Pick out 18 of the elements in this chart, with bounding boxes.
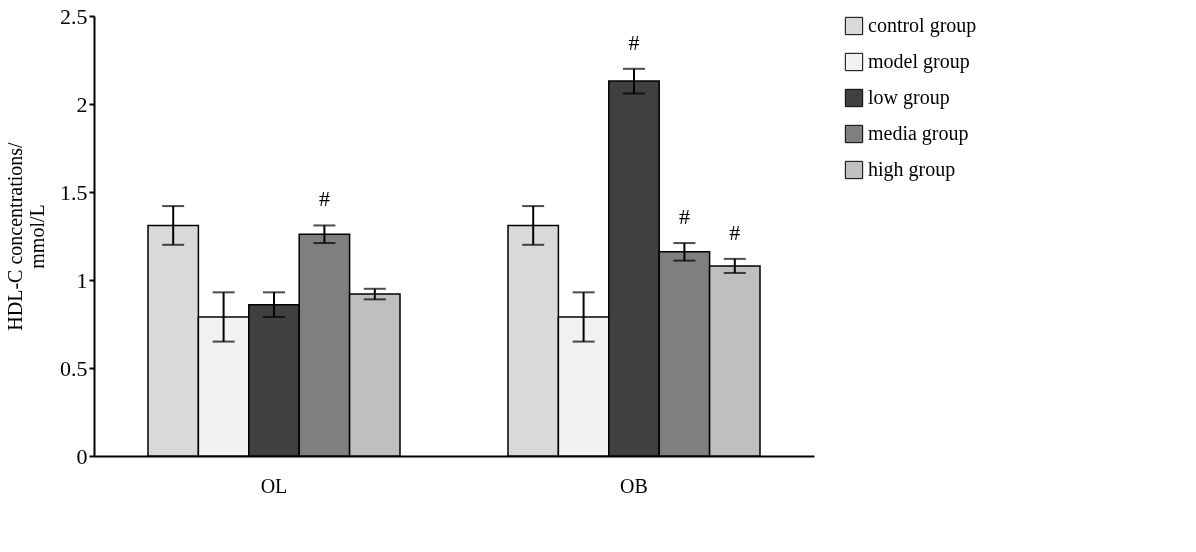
x-tick-label: OB bbox=[620, 474, 648, 497]
data-label: # bbox=[678, 204, 690, 230]
y-tick-label: 0.5 bbox=[60, 355, 88, 381]
y-axis-title: HDL-C concentrations/ mmol/L bbox=[4, 141, 48, 331]
legend-label: high group bbox=[868, 158, 956, 181]
x-tick-label: OL bbox=[260, 474, 288, 497]
y-tick-label: 1 bbox=[76, 267, 88, 293]
legend-label: low group bbox=[868, 86, 950, 109]
legend-label: model group bbox=[868, 50, 970, 73]
data-label: # bbox=[318, 186, 330, 212]
legend-label: control group bbox=[868, 14, 977, 37]
y-tick-label: 2.5 bbox=[60, 3, 88, 29]
y-tick-label: 1.5 bbox=[60, 179, 88, 205]
legend-label: media group bbox=[868, 122, 969, 145]
y-tick-label: 2 bbox=[76, 91, 88, 117]
y-tick-label: 0 bbox=[76, 443, 88, 469]
data-label: # bbox=[628, 29, 640, 55]
data-label: # bbox=[729, 219, 741, 245]
